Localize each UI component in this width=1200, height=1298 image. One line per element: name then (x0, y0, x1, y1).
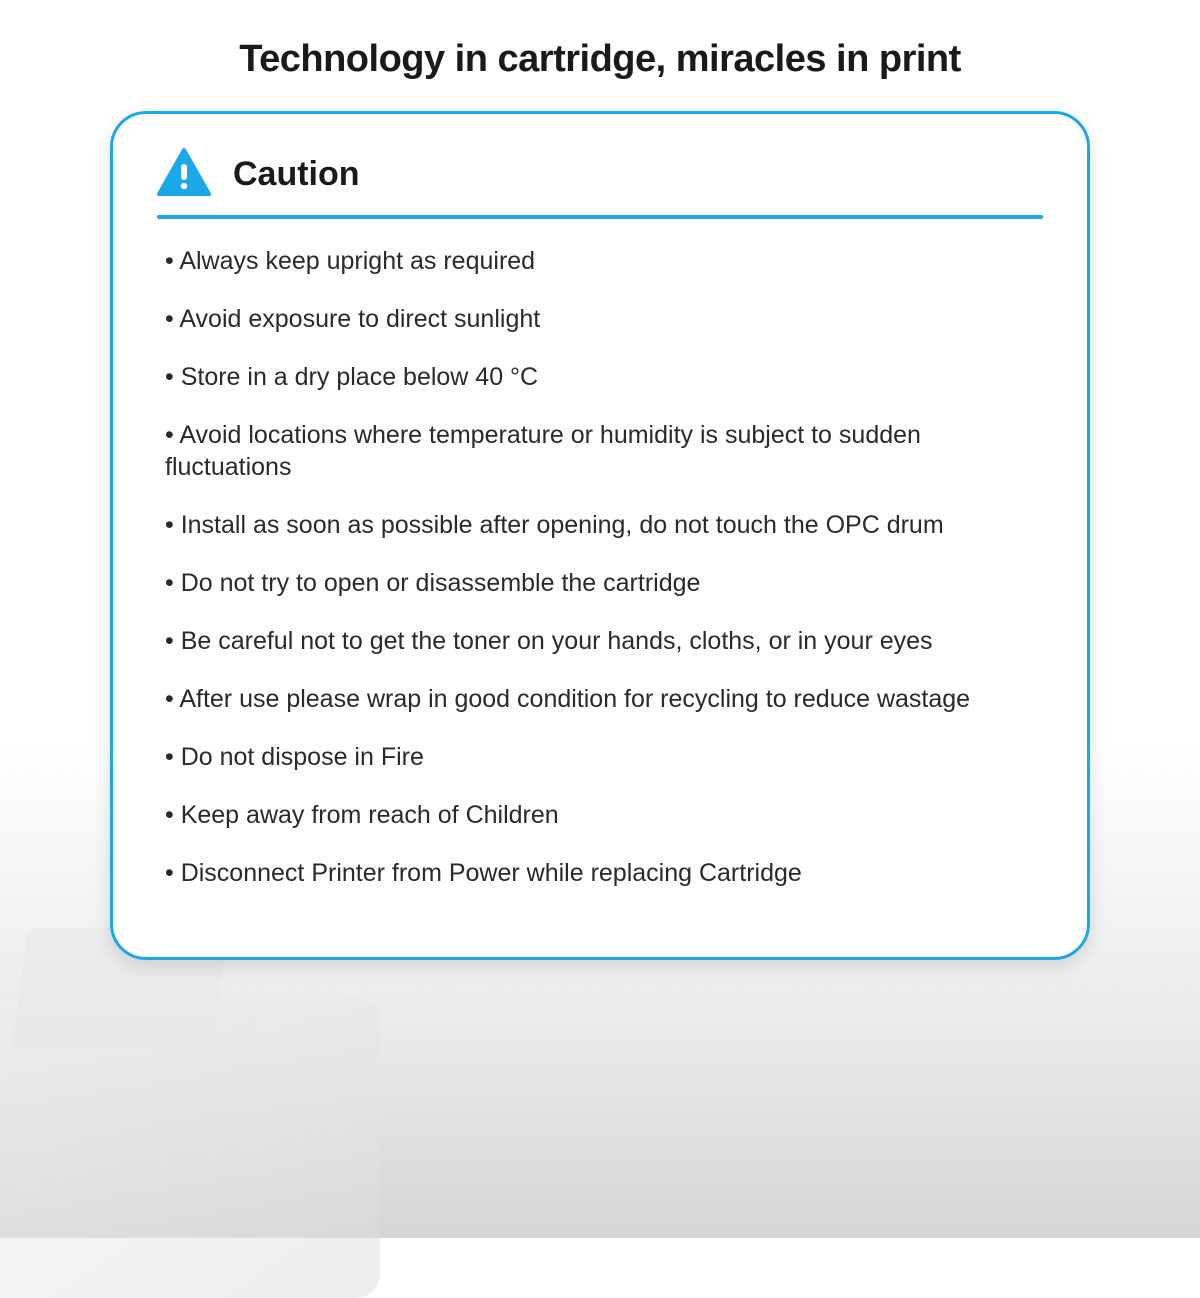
caution-item: Install as soon as possible after openin… (157, 509, 1043, 541)
caution-item: Avoid locations where temperature or hum… (157, 419, 1043, 483)
caution-item: Keep away from reach of Children (157, 799, 1043, 831)
divider (157, 215, 1043, 219)
caution-heading: Caution (233, 155, 360, 194)
caution-item: Disconnect Printer from Power while repl… (157, 857, 1043, 889)
page-title: Technology in cartridge, miracles in pri… (0, 38, 1200, 81)
caution-list: Always keep upright as required Avoid ex… (157, 245, 1043, 889)
caution-item: Be careful not to get the toner on your … (157, 625, 1043, 657)
caution-item: Do not try to open or disassemble the ca… (157, 567, 1043, 599)
caution-item: Store in a dry place below 40 °C (157, 361, 1043, 393)
caution-item: Do not dispose in Fire (157, 741, 1043, 773)
warning-icon (157, 148, 211, 201)
caution-card: Caution Always keep upright as required … (110, 111, 1090, 960)
caution-header: Caution (157, 148, 1043, 201)
caution-item: Avoid exposure to direct sunlight (157, 303, 1043, 335)
background-printer-graphic (0, 998, 380, 1298)
caution-item: Always keep upright as required (157, 245, 1043, 277)
caution-item: After use please wrap in good condition … (157, 683, 1043, 715)
